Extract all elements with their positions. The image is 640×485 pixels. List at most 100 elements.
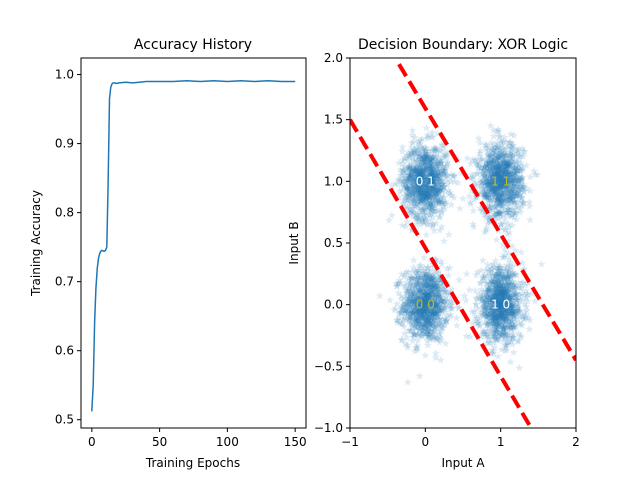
- scatter-point: [420, 179, 429, 188]
- scatter-point: [491, 279, 500, 288]
- scatter-point: [517, 176, 526, 184]
- scatter-point: [420, 321, 429, 329]
- scatter-point: [413, 179, 422, 188]
- scatter-point: [492, 295, 501, 304]
- scatter-point: [436, 184, 445, 193]
- scatter-point: [493, 184, 502, 193]
- scatter-point: [428, 206, 436, 214]
- scatter-point: [415, 302, 424, 311]
- scatter-point: [490, 306, 499, 315]
- scatter-point: [431, 266, 440, 275]
- scatter-point: [444, 186, 453, 194]
- scatter-point: [418, 282, 427, 290]
- scatter-point: [513, 190, 522, 199]
- scatter-point: [421, 149, 430, 157]
- scatter-point: [498, 162, 507, 171]
- scatter-point: [427, 176, 436, 185]
- scatter-point: [486, 291, 495, 300]
- scatter-point: [502, 305, 511, 313]
- scatter-point: [416, 321, 425, 329]
- scatter-point: [494, 195, 502, 203]
- scatter-point: [490, 192, 499, 200]
- scatter-point: [420, 273, 429, 281]
- scatter-point: [427, 309, 435, 318]
- scatter-point: [432, 287, 441, 296]
- scatter-point: [489, 280, 498, 288]
- scatter-point: [495, 184, 504, 192]
- scatter-point: [499, 173, 508, 182]
- scatter-point: [517, 248, 526, 256]
- scatter-point: [497, 304, 506, 313]
- scatter-point: [504, 322, 513, 331]
- scatter-point: [504, 270, 512, 278]
- scatter-point: [513, 160, 522, 169]
- scatter-point: [426, 316, 435, 325]
- scatter-point: [410, 294, 419, 303]
- scatter-point: [502, 143, 511, 152]
- scatter-point: [494, 174, 503, 183]
- scatter-point: [422, 317, 431, 325]
- scatter-point: [480, 192, 489, 201]
- scatter-point: [424, 322, 433, 331]
- scatter-point: [432, 164, 441, 173]
- scatter-point: [490, 332, 499, 341]
- scatter-point: [428, 165, 437, 174]
- scatter-point: [505, 169, 514, 178]
- scatter-point: [486, 172, 495, 180]
- scatter-point: [511, 197, 519, 206]
- scatter-point: [425, 151, 433, 160]
- scatter-point: [427, 306, 436, 314]
- scatter-point: [426, 156, 435, 164]
- scatter-point: [501, 162, 510, 171]
- scatter-point: [504, 302, 513, 311]
- scatter-point: [437, 166, 446, 174]
- scatter-point: [507, 186, 515, 194]
- scatter-point: [487, 291, 496, 300]
- scatter-point: [501, 151, 510, 159]
- scatter-point: [424, 316, 433, 324]
- scatter-point: [493, 153, 502, 162]
- scatter-point: [513, 165, 522, 174]
- scatter-point: [481, 180, 490, 189]
- scatter-point: [443, 161, 452, 170]
- scatter-point: [502, 266, 511, 275]
- scatter-point: [433, 189, 441, 198]
- scatter-point: [415, 293, 424, 301]
- scatter-point: [492, 155, 501, 163]
- scatter-point: [405, 170, 414, 179]
- scatter-point: [424, 180, 433, 188]
- scatter-point: [503, 271, 512, 279]
- scatter-point: [482, 159, 491, 167]
- scatter-point: [431, 171, 440, 179]
- scatter-point: [484, 292, 493, 301]
- scatter-point: [413, 309, 422, 317]
- scatter-point: [502, 300, 511, 308]
- scatter-point: [412, 324, 421, 332]
- scatter-point: [495, 172, 503, 181]
- scatter-point: [433, 177, 442, 185]
- scatter-point: [416, 285, 425, 293]
- scatter-point: [506, 322, 515, 330]
- scatter-point: [499, 183, 507, 191]
- scatter-point: [507, 306, 516, 314]
- scatter-point: [497, 140, 506, 149]
- scatter-point: [413, 329, 422, 337]
- scatter-point: [502, 193, 511, 202]
- scatter-point: [419, 302, 428, 311]
- scatter-point: [426, 176, 435, 185]
- scatter-point: [506, 147, 515, 155]
- scatter-point: [410, 183, 419, 191]
- scatter-point: [420, 323, 429, 331]
- scatter-point: [496, 209, 504, 217]
- scatter-point: [427, 286, 436, 294]
- scatter-point: [446, 188, 455, 196]
- scatter-point: [443, 157, 452, 166]
- scatter-point: [495, 309, 503, 318]
- scatter-point: [496, 299, 505, 307]
- scatter-point: [408, 312, 417, 321]
- scatter-point: [423, 312, 432, 320]
- scatter-point: [423, 187, 432, 196]
- scatter-point: [426, 192, 435, 200]
- scatter-point: [500, 274, 509, 283]
- scatter-point: [491, 169, 500, 177]
